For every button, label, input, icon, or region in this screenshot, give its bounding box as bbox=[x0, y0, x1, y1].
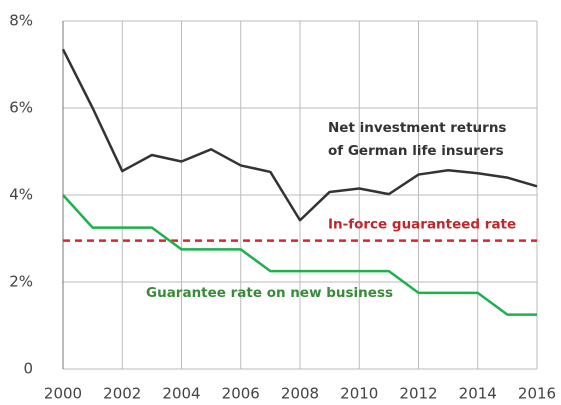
series-annotation: Net investment returns bbox=[328, 120, 506, 136]
reference-label: In-force guaranteed rate bbox=[328, 217, 516, 233]
x-tick-label: 2008 bbox=[281, 385, 319, 403]
series-annotation: of German life insurers bbox=[328, 143, 504, 159]
series-line bbox=[62, 194, 537, 316]
x-tick-label: 2016 bbox=[518, 385, 556, 403]
y-tick-label: 8% bbox=[9, 12, 33, 30]
x-tick-label: 2010 bbox=[340, 385, 378, 403]
x-tick-label: 2004 bbox=[162, 385, 200, 403]
series-annotation: Guarantee rate on new business bbox=[146, 285, 393, 301]
series-line bbox=[61, 48, 538, 222]
x-tick-label: 2006 bbox=[222, 385, 260, 403]
y-tick-label: 6% bbox=[9, 99, 33, 117]
x-tick-label: 2014 bbox=[459, 385, 497, 403]
y-tick-label: 0 bbox=[23, 360, 33, 378]
x-tick-label: 2012 bbox=[399, 385, 437, 403]
x-tick-label: 2000 bbox=[44, 385, 82, 403]
y-tick-label: 4% bbox=[9, 186, 33, 204]
x-tick-label: 2002 bbox=[103, 385, 141, 403]
y-tick-label: 2% bbox=[9, 273, 33, 291]
